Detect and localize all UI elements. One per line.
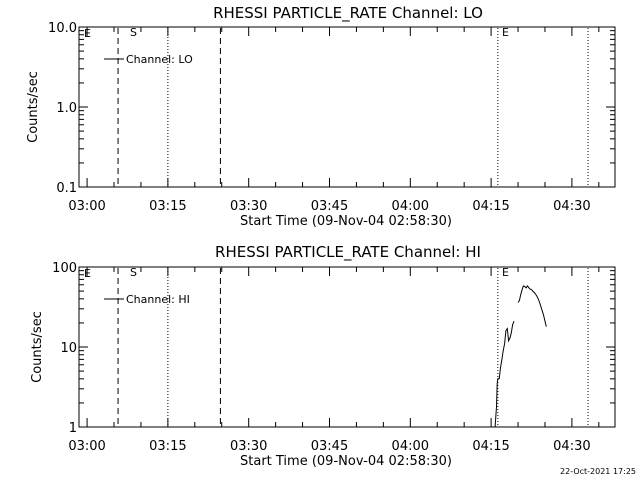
panel-lo-y-ticks: 0.1 1.0 10.0 <box>48 21 615 196</box>
panel-hi: RHESSI PARTICLE_RATE Channel: HI 03:00 03… <box>30 243 616 469</box>
panel-lo-corner-label: E <box>84 27 91 40</box>
panel-hi-series <box>494 285 547 428</box>
panel-lo-marker-label-s: S <box>130 26 137 39</box>
hi-series-line <box>517 285 547 327</box>
hi-x-tick-label: 03:30 <box>230 439 267 454</box>
lo-x-tick-label: 03:15 <box>149 199 186 214</box>
hi-x-tick-label: 04:00 <box>392 439 429 454</box>
lo-x-tick-label: 04:30 <box>553 199 590 214</box>
lo-y-tick-label: 10.0 <box>48 21 77 36</box>
panel-lo-plot-frame <box>78 26 616 188</box>
hi-x-tick-label: 03:00 <box>68 439 105 454</box>
panel-hi-plot-frame <box>78 266 616 428</box>
hi-x-tick-label: 03:15 <box>149 439 186 454</box>
panel-hi-y-ticks: 1 10 100 <box>52 261 615 436</box>
hi-x-tick-label: 03:45 <box>311 439 348 454</box>
hi-y-tick-label: 100 <box>52 261 77 276</box>
lo-x-tick-label: 04:00 <box>392 199 429 214</box>
panel-hi-title: RHESSI PARTICLE_RATE Channel: HI <box>215 243 481 262</box>
panel-lo-legend-label: Channel: LO <box>126 53 193 66</box>
panel-lo-x-axis-label: Start Time (09-Nov-04 02:58:30) <box>240 214 452 229</box>
panel-hi-y-axis-label: Counts/sec <box>30 311 45 383</box>
panel-hi-corner-label: E <box>84 267 91 280</box>
hi-y-tick-label: 1 <box>69 421 77 436</box>
panel-hi-x-axis-label: Start Time (09-Nov-04 02:58:30) <box>240 454 452 469</box>
lo-y-tick-label: 0.1 <box>56 181 77 196</box>
panel-hi-markers <box>117 268 589 426</box>
hi-series-line <box>494 321 515 428</box>
hi-x-tick-label: 04:15 <box>472 439 509 454</box>
lo-x-tick-label: 03:45 <box>311 199 348 214</box>
panel-lo-x-ticks: 03:00 03:15 03:30 03:45 04:00 04:15 04:30 <box>68 27 600 214</box>
panel-hi-x-ticks: 03:00 03:15 03:30 03:45 04:00 04:15 04:30 <box>68 267 600 454</box>
lo-x-tick-label: 03:00 <box>68 199 105 214</box>
panel-lo-title: RHESSI PARTICLE_RATE Channel: LO <box>213 4 483 23</box>
timestamp: 22-Oct-2021 17:25 <box>560 467 636 476</box>
panel-hi-marker-label-s: S <box>130 266 137 279</box>
panel-hi-marker-label-e: E <box>502 266 509 279</box>
lo-y-tick-label: 1.0 <box>56 101 77 116</box>
lo-x-tick-label: 03:30 <box>230 199 267 214</box>
panel-lo: RHESSI PARTICLE_RATE Channel: LO 03:00 03… <box>26 4 616 229</box>
lo-x-tick-label: 04:15 <box>472 199 509 214</box>
panel-lo-marker-label-e: E <box>502 26 509 39</box>
panel-hi-legend-label: Channel: HI <box>126 293 190 306</box>
panel-lo-markers <box>117 28 589 186</box>
hi-x-tick-label: 04:30 <box>553 439 590 454</box>
hi-y-tick-label: 10 <box>60 341 77 356</box>
panel-lo-y-axis-label: Counts/sec <box>26 71 41 143</box>
